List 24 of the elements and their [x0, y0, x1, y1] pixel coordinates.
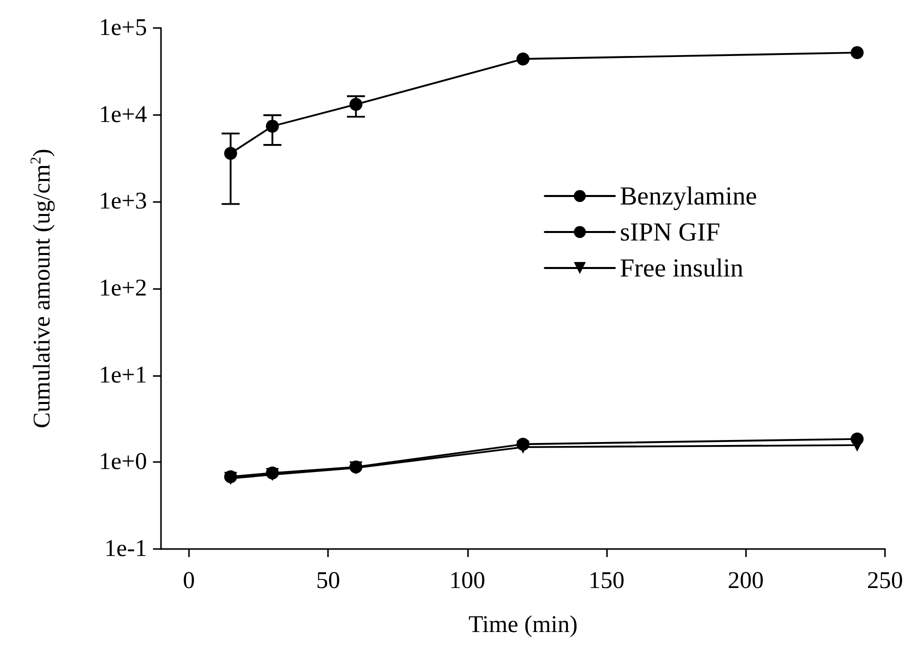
x-tick-label: 250 [867, 568, 903, 594]
y-tick-label: 1e+1 [98, 362, 147, 388]
x-tick-label: 0 [182, 568, 195, 594]
legend-label: sIPN GIF [620, 218, 720, 246]
legend-label: Free insulin [620, 254, 744, 282]
x-tick-label: 200 [728, 568, 764, 594]
y-axis-title: Cumulative amount (ug/cm2) [28, 148, 56, 428]
point [516, 440, 530, 454]
point [266, 120, 279, 133]
point [349, 98, 362, 111]
point [516, 52, 530, 66]
point [850, 46, 864, 60]
y-tick-label: 1e+3 [98, 188, 147, 215]
y-tick-label: 1e+0 [98, 449, 147, 476]
y-tick-label: 1e-1 [104, 536, 147, 562]
x-tick-label: 100 [449, 568, 486, 594]
x-axis-title: Time (min) [468, 612, 578, 638]
y-tick-label: 1e+5 [98, 15, 147, 41]
y-tick-label: 1e+2 [98, 276, 147, 302]
legend-label: Benzylamine [620, 182, 758, 210]
x-tick-label: 150 [588, 568, 625, 594]
x-tick-label: 50 [316, 568, 340, 594]
point [224, 146, 238, 160]
y-tick-label: 1e+4 [98, 102, 147, 128]
